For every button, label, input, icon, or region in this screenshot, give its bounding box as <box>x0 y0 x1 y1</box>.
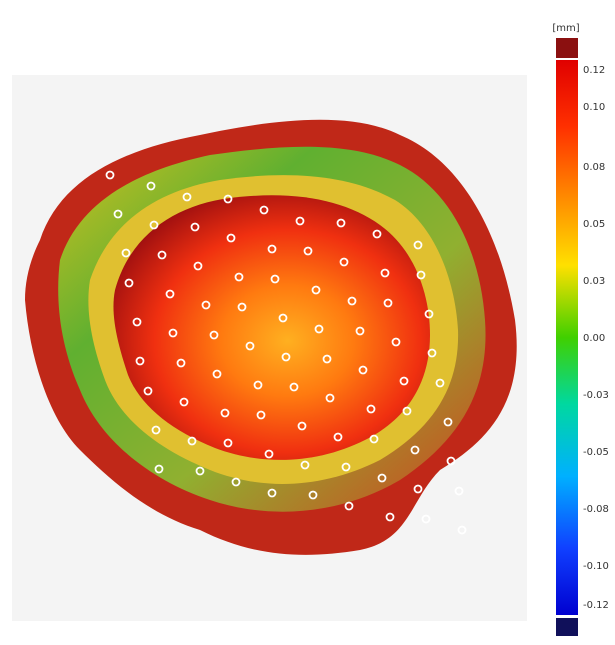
unit-label: [mm] <box>552 23 579 34</box>
colorbar-label: 0.00 <box>583 333 605 344</box>
colorbar-label: 0.10 <box>583 102 605 113</box>
colorbar-label: -0.03 <box>583 390 609 401</box>
colorbar-label: -0.12 <box>583 600 609 611</box>
colorbar-label: 0.08 <box>583 162 605 173</box>
screenshot: [mm] 0.12 0.10 0.08 0.05 0.03 0.00 -0.03 -0.05 -… <box>0 0 615 641</box>
colorbar-label: 0.03 <box>583 276 605 287</box>
colorbar-label: 0.05 <box>583 219 605 230</box>
page: {"colorbar": {"unit": "[mm]", "labels": … <box>0 0 615 641</box>
colorbar-label: 0.12 <box>583 65 605 76</box>
color-bar <box>556 60 578 615</box>
colorbar-label: -0.08 <box>583 504 609 515</box>
colorbar-label: -0.10 <box>583 561 609 572</box>
colorbar-labels: 0.12 0.10 0.08 0.05 0.03 0.00 -0.03 -0.05 -0.08 -… <box>583 65 609 611</box>
colorbar-label: -0.05 <box>583 447 609 458</box>
below-range-swatch <box>556 618 578 636</box>
above-range-swatch <box>556 38 578 58</box>
